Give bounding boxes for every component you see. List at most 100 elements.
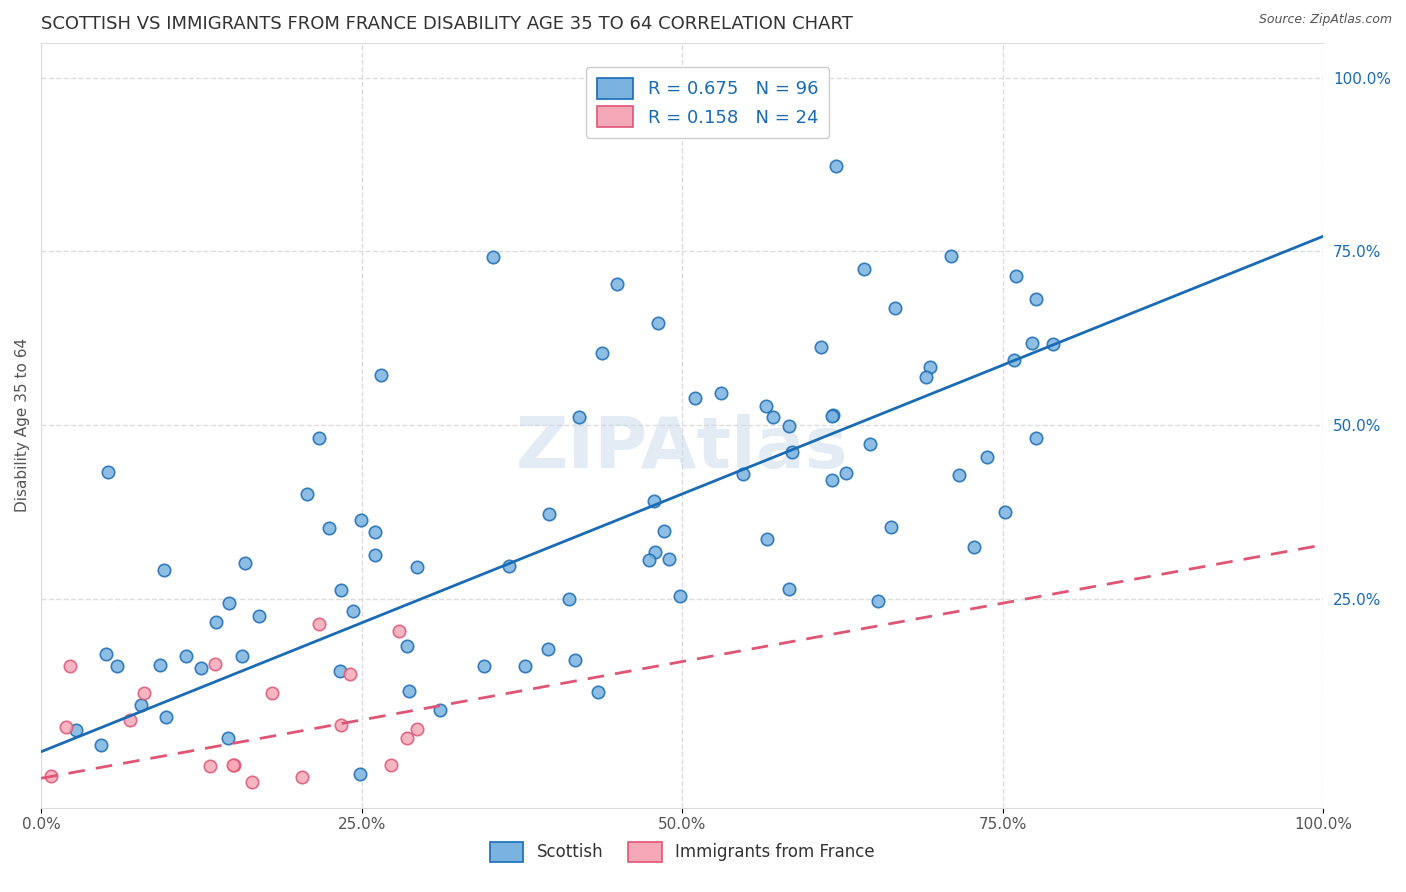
Point <box>710 386 733 401</box>
Point <box>591 346 613 360</box>
Point <box>825 159 848 173</box>
Point <box>658 551 681 566</box>
Point <box>644 545 666 559</box>
Point <box>915 369 938 384</box>
Point <box>395 731 418 745</box>
Point <box>780 445 803 459</box>
Point <box>121 822 143 836</box>
Point <box>308 616 330 631</box>
Point <box>247 609 270 624</box>
Point <box>77 816 100 830</box>
Point <box>564 652 586 666</box>
Point <box>472 659 495 673</box>
Point <box>731 467 754 481</box>
Point <box>155 710 177 724</box>
Point <box>222 757 245 772</box>
Point <box>205 615 228 630</box>
Point <box>976 450 998 464</box>
Point <box>413 822 436 836</box>
Point <box>568 409 591 424</box>
Point <box>231 648 253 663</box>
Point <box>112 811 135 825</box>
Point <box>429 703 451 717</box>
Point <box>96 647 118 661</box>
Point <box>821 409 844 424</box>
Point <box>262 686 284 700</box>
Point <box>222 758 245 772</box>
Point <box>810 340 832 354</box>
Point <box>349 767 371 781</box>
Point <box>204 657 226 671</box>
Point <box>1025 292 1047 306</box>
Point <box>238 814 260 828</box>
Point <box>35 822 58 836</box>
Point <box>859 437 882 451</box>
Point <box>65 723 87 737</box>
Point <box>174 649 197 664</box>
Point <box>918 360 941 375</box>
Point <box>118 713 141 727</box>
Point <box>173 822 195 836</box>
Point <box>388 624 411 639</box>
Point <box>536 642 558 657</box>
Point <box>363 524 385 539</box>
Point <box>643 494 665 508</box>
Point <box>606 277 628 292</box>
Point <box>129 698 152 712</box>
Text: SCOTTISH VS IMMIGRANTS FROM FRANCE DISABILITY AGE 35 TO 64 CORRELATION CHART: SCOTTISH VS IMMIGRANTS FROM FRANCE DISAB… <box>41 15 853 33</box>
Point <box>330 718 353 732</box>
Point <box>364 549 387 563</box>
Point <box>884 301 907 316</box>
Point <box>152 563 174 577</box>
Point <box>498 559 520 574</box>
Point <box>308 430 330 444</box>
Y-axis label: Disability Age 35 to 64: Disability Age 35 to 64 <box>15 338 30 512</box>
Point <box>652 524 675 538</box>
Point <box>557 592 579 607</box>
Point <box>342 605 364 619</box>
Point <box>97 465 120 479</box>
Point <box>406 723 429 737</box>
Point <box>683 391 706 405</box>
Point <box>107 822 129 836</box>
Point <box>779 582 801 597</box>
Text: Source: ZipAtlas.com: Source: ZipAtlas.com <box>1258 13 1392 27</box>
Point <box>105 659 128 673</box>
Point <box>821 473 844 487</box>
Point <box>637 552 659 566</box>
Point <box>329 664 352 678</box>
Point <box>134 685 156 699</box>
Point <box>1025 431 1047 445</box>
Point <box>852 262 875 277</box>
Point <box>647 316 669 330</box>
Point <box>1021 335 1043 350</box>
Point <box>380 758 402 772</box>
Point <box>291 771 314 785</box>
Point <box>55 721 77 735</box>
Point <box>318 521 340 535</box>
Point <box>76 822 98 836</box>
Point <box>1005 268 1028 283</box>
Point <box>866 594 889 608</box>
Point <box>141 835 163 849</box>
Point <box>756 532 779 546</box>
Point <box>342 822 364 836</box>
Point <box>396 639 419 653</box>
Point <box>537 507 560 521</box>
Point <box>233 556 256 570</box>
Point <box>39 769 62 783</box>
Point <box>762 410 785 425</box>
Point <box>1042 337 1064 351</box>
Point <box>240 775 263 789</box>
Point <box>218 597 240 611</box>
Point <box>586 685 609 699</box>
Point <box>481 250 503 264</box>
Point <box>176 830 198 844</box>
Point <box>59 658 82 673</box>
Point <box>515 659 537 673</box>
Point <box>963 540 986 554</box>
Point <box>350 513 373 527</box>
Point <box>1002 352 1025 367</box>
Text: ZIPAtlas: ZIPAtlas <box>516 414 848 483</box>
Point <box>994 506 1017 520</box>
